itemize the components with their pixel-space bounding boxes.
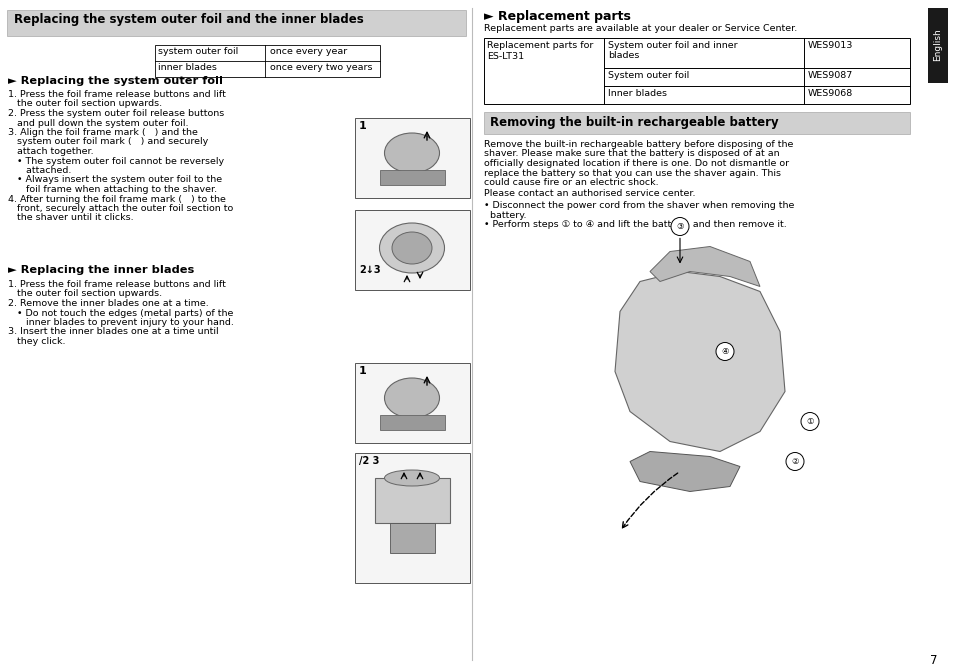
Text: once every two years: once every two years <box>270 63 372 72</box>
Text: ► Replacing the inner blades: ► Replacing the inner blades <box>8 265 194 275</box>
Bar <box>375 478 450 523</box>
Text: ①: ① <box>805 417 813 426</box>
Text: Inner blades: Inner blades <box>607 89 666 98</box>
Circle shape <box>785 452 803 470</box>
Ellipse shape <box>379 223 444 273</box>
Text: 2. Remove the inner blades one at a time.: 2. Remove the inner blades one at a time… <box>8 299 209 308</box>
Ellipse shape <box>384 133 439 173</box>
Text: Replacement parts are available at your dealer or Service Center.: Replacement parts are available at your … <box>483 24 797 33</box>
Text: the outer foil section upwards.: the outer foil section upwards. <box>8 99 162 109</box>
Text: 1: 1 <box>358 121 366 131</box>
Text: WES9013: WES9013 <box>807 41 853 50</box>
Text: front, securely attach the outer foil section to: front, securely attach the outer foil se… <box>8 204 233 213</box>
Bar <box>154 45 379 77</box>
Text: inner blades: inner blades <box>158 63 216 72</box>
Text: and pull down the system outer foil.: and pull down the system outer foil. <box>8 119 189 127</box>
Text: • Always insert the system outer foil to the: • Always insert the system outer foil to… <box>8 176 222 185</box>
Text: 1. Press the foil frame release buttons and lift: 1. Press the foil frame release buttons … <box>8 280 226 289</box>
Circle shape <box>801 413 818 431</box>
Bar <box>7 10 465 36</box>
Text: ②: ② <box>790 457 798 466</box>
Text: foil frame when attaching to the shaver.: foil frame when attaching to the shaver. <box>8 185 217 194</box>
Text: English: English <box>933 29 942 61</box>
Bar <box>483 112 909 134</box>
Text: they click.: they click. <box>8 337 66 346</box>
Text: attach together.: attach together. <box>8 147 93 156</box>
Polygon shape <box>615 272 784 452</box>
Text: 7: 7 <box>929 654 937 667</box>
Bar <box>390 523 435 553</box>
Circle shape <box>716 342 733 360</box>
Text: • Disconnect the power cord from the shaver when removing the: • Disconnect the power cord from the sha… <box>483 201 794 210</box>
Text: • Perform steps ① to ④ and lift the battery, and then remove it.: • Perform steps ① to ④ and lift the batt… <box>483 220 786 229</box>
Text: system outer foil mark (   ) and securely: system outer foil mark ( ) and securely <box>8 138 208 146</box>
Text: 1. Press the foil frame release buttons and lift: 1. Press the foil frame release buttons … <box>8 90 226 99</box>
Bar <box>379 170 444 185</box>
Text: Please contact an authorised service center.: Please contact an authorised service cen… <box>483 189 695 199</box>
Text: 3. Align the foil frame mark (   ) and the: 3. Align the foil frame mark ( ) and the <box>8 128 197 137</box>
Ellipse shape <box>392 232 432 264</box>
Bar <box>355 453 470 583</box>
Text: ③: ③ <box>676 222 683 231</box>
Text: system outer foil: system outer foil <box>158 47 238 56</box>
Text: ES-LT31: ES-LT31 <box>486 52 523 61</box>
Bar <box>379 415 444 430</box>
Text: 3. Insert the inner blades one at a time until: 3. Insert the inner blades one at a time… <box>8 327 218 336</box>
Text: WES9068: WES9068 <box>807 89 852 98</box>
Text: • Do not touch the edges (metal parts) of the: • Do not touch the edges (metal parts) o… <box>8 309 233 317</box>
Text: System outer foil and inner: System outer foil and inner <box>607 41 737 50</box>
Text: shaver. Please make sure that the battery is disposed of at an: shaver. Please make sure that the batter… <box>483 150 779 158</box>
Text: Removing the built-in rechargeable battery: Removing the built-in rechargeable batte… <box>490 116 778 129</box>
Text: 2↓3: 2↓3 <box>358 265 380 275</box>
Text: 2. Press the system outer foil release buttons: 2. Press the system outer foil release b… <box>8 109 224 118</box>
Text: blades: blades <box>607 51 639 60</box>
Text: Replacement parts for: Replacement parts for <box>486 41 593 50</box>
Text: /2 3: /2 3 <box>358 456 379 466</box>
Bar <box>927 8 947 83</box>
Text: System outer foil: System outer foil <box>607 71 688 80</box>
Text: battery.: battery. <box>483 211 526 219</box>
Text: ► Replacing the system outer foil: ► Replacing the system outer foil <box>8 76 223 86</box>
Ellipse shape <box>384 378 439 418</box>
Bar <box>355 118 470 198</box>
Text: ► Replacement parts: ► Replacement parts <box>483 10 630 23</box>
Polygon shape <box>649 246 760 287</box>
Text: 4. After turning the foil frame mark (   ) to the: 4. After turning the foil frame mark ( )… <box>8 195 226 203</box>
Text: Replacing the system outer foil and the inner blades: Replacing the system outer foil and the … <box>14 13 363 26</box>
Text: officially designated location if there is one. Do not dismantle or: officially designated location if there … <box>483 159 788 168</box>
Polygon shape <box>629 452 740 491</box>
Text: replace the battery so that you can use the shaver again. This: replace the battery so that you can use … <box>483 168 781 178</box>
Circle shape <box>670 217 688 236</box>
Text: • The system outer foil cannot be reversely: • The system outer foil cannot be revers… <box>8 156 224 166</box>
Ellipse shape <box>384 470 439 486</box>
Text: once every year: once every year <box>270 47 347 56</box>
Text: ④: ④ <box>720 347 728 356</box>
Text: inner blades to prevent injury to your hand.: inner blades to prevent injury to your h… <box>8 318 233 327</box>
Text: the outer foil section upwards.: the outer foil section upwards. <box>8 289 162 299</box>
Bar <box>355 210 470 290</box>
Text: could cause fire or an electric shock.: could cause fire or an electric shock. <box>483 178 658 187</box>
Text: the shaver until it clicks.: the shaver until it clicks. <box>8 213 133 223</box>
Text: 1: 1 <box>358 366 366 376</box>
Text: attached.: attached. <box>8 166 71 175</box>
Bar <box>483 38 909 104</box>
Text: Remove the built-in rechargeable battery before disposing of the: Remove the built-in rechargeable battery… <box>483 140 793 149</box>
Bar <box>355 363 470 443</box>
Text: WES9087: WES9087 <box>807 71 852 80</box>
